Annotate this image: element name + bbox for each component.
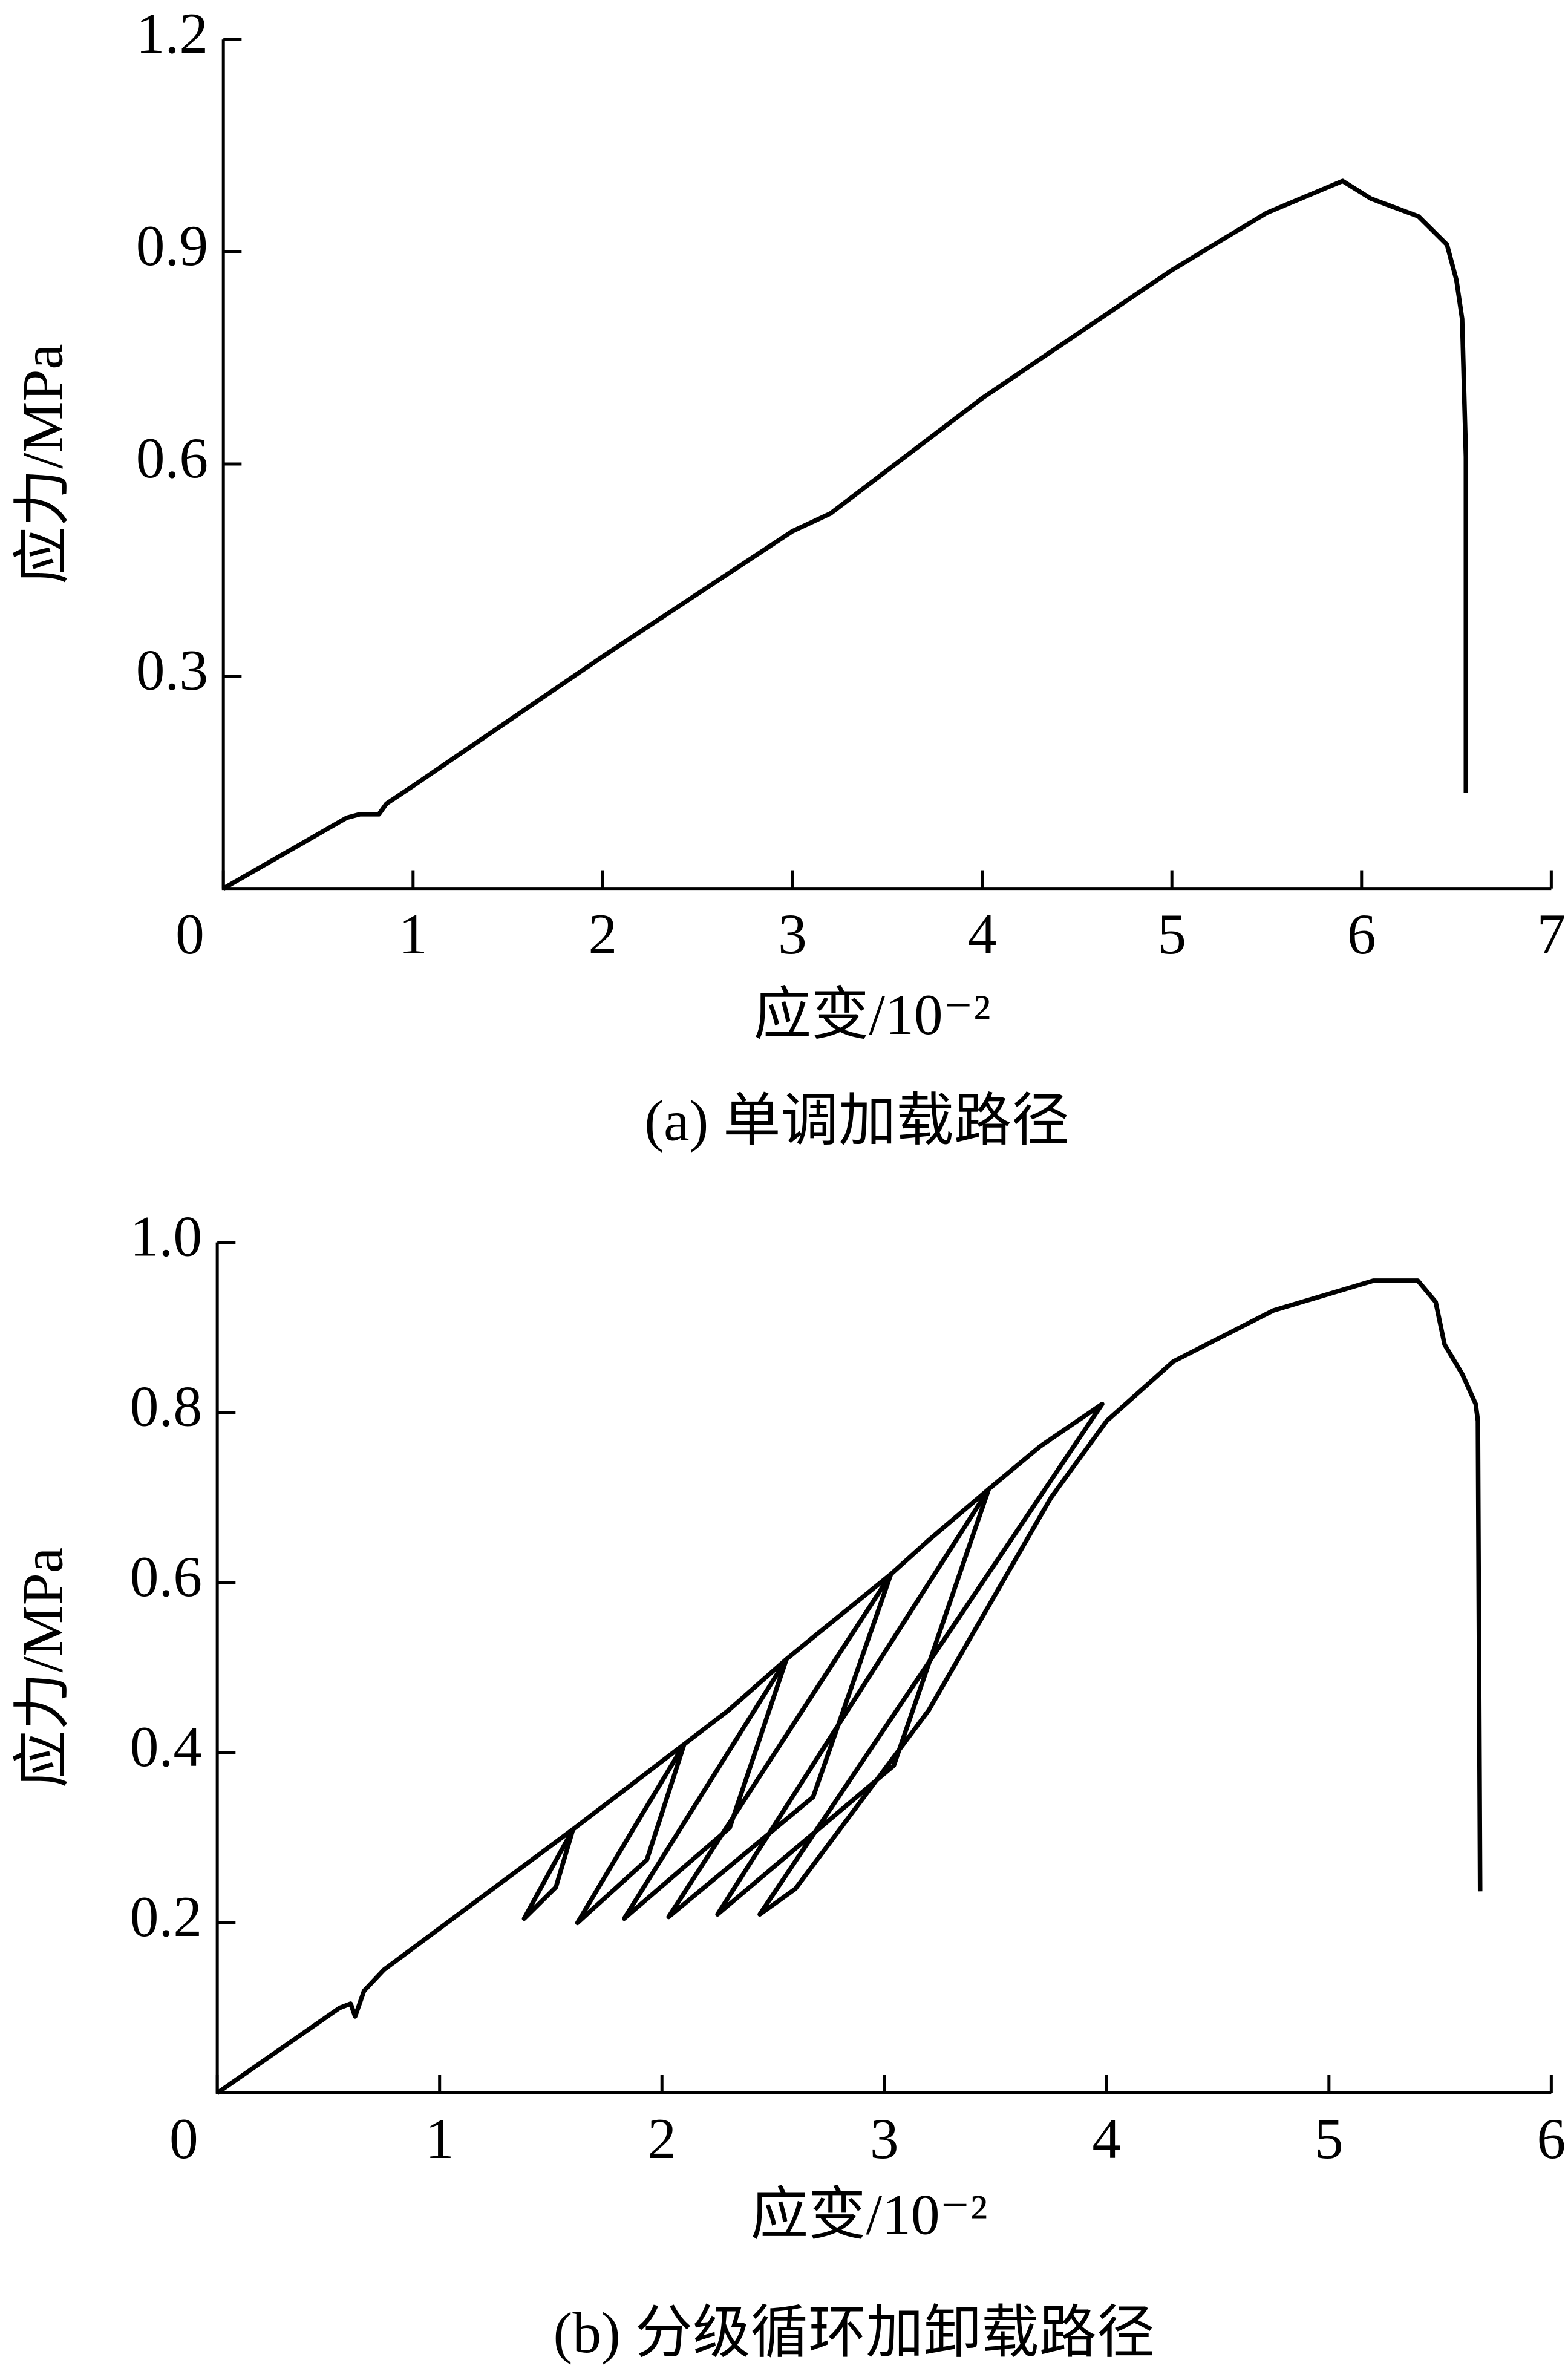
x-tick-label: 4: [1092, 2107, 1121, 2171]
x-tick-label: 6: [1537, 2107, 1566, 2171]
x-axis-label: 应变/10⁻²: [751, 2182, 988, 2246]
y-tick-label: 0.3: [136, 638, 208, 702]
y-tick-label: 0.4: [130, 1715, 202, 1779]
y-axis-label: 应力/MPa: [10, 1548, 74, 1788]
data-line: [216, 1278, 1483, 2095]
caption: (b) 分级循环加卸载路径: [554, 2301, 1155, 2365]
x-tick-label: 2: [647, 2107, 676, 2171]
x-tick-label: 0: [169, 2107, 198, 2171]
x-tick-label: 1: [399, 902, 428, 966]
x-tick-label: 1: [425, 2107, 454, 2171]
data-line: [222, 178, 1469, 891]
x-tick-label: 2: [589, 902, 618, 966]
x-tick-label: 3: [778, 902, 807, 966]
x-tick-label: 7: [1537, 902, 1566, 966]
axes: [215, 1242, 1552, 2095]
y-tick-label: 0.6: [136, 426, 208, 490]
y-tick-label: 1.2: [136, 1, 208, 65]
y-tick-label: 0.9: [136, 214, 208, 278]
x-tick-label: 4: [968, 902, 997, 966]
x-tick-label: 5: [1157, 902, 1186, 966]
y-axis-label: 应力/MPa: [10, 344, 74, 584]
x-tick-label: 3: [870, 2107, 899, 2171]
axes: [221, 39, 1552, 891]
x-tick-label: 0: [175, 902, 204, 966]
y-tick-label: 1.0: [130, 1205, 202, 1269]
x-tick-label: 5: [1315, 2107, 1344, 2171]
x-axis-label: 应变/10⁻²: [754, 983, 991, 1047]
y-tick-label: 0.2: [130, 1885, 202, 1949]
y-tick-label: 0.8: [130, 1375, 202, 1439]
y-tick-label: 0.6: [130, 1545, 202, 1609]
x-tick-label: 6: [1347, 902, 1376, 966]
caption: (a) 单调加载路径: [644, 1089, 1069, 1153]
